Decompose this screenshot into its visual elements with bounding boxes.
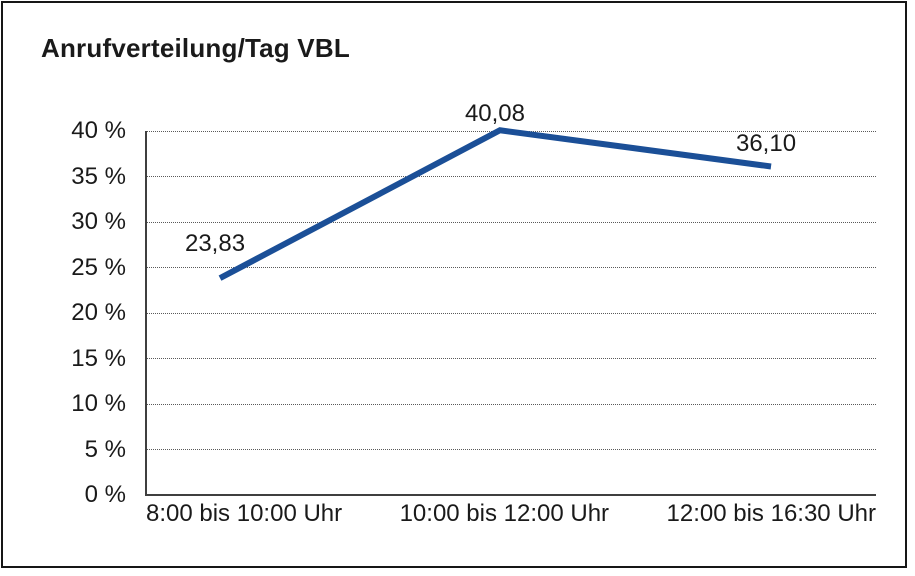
gridline-10 bbox=[146, 403, 876, 405]
gridline-15 bbox=[146, 358, 876, 359]
data-label-2: 36,10 bbox=[735, 130, 797, 158]
y-tick-label-40: 40 % bbox=[71, 117, 126, 144]
line-chart-canvas bbox=[218, 127, 772, 281]
gridline-25 bbox=[146, 267, 876, 268]
x-category-label-1: 10:00 bis 12:00 Uhr bbox=[399, 500, 610, 527]
y-tick-label-15: 15 % bbox=[71, 344, 126, 372]
x-axis-line bbox=[145, 494, 876, 496]
y-tick-label-35: 35 % bbox=[71, 162, 126, 190]
y-axis-line bbox=[145, 131, 147, 495]
gridline-5 bbox=[146, 449, 876, 450]
y-tick-label-25: 25 % bbox=[71, 253, 126, 281]
chart-title: Anrufverteilung/Tag VBL bbox=[41, 33, 350, 63]
y-tick-label-5: 5 % bbox=[84, 435, 126, 463]
x-category-label-0: 8:00 bis 10:00 Uhr bbox=[146, 500, 343, 527]
gridline-35 bbox=[146, 176, 876, 177]
y-tick-label-20: 20 % bbox=[71, 299, 126, 326]
chart-frame: Anrufverteilung/Tag VBL 0 % 5 % 10 % 15 % 20… bbox=[1, 1, 907, 568]
y-tick-label-30: 30 % bbox=[71, 208, 126, 235]
data-label-1: 40,08 bbox=[464, 100, 525, 128]
x-category-label-2: 12:00 bis 16:30 Uhr bbox=[666, 500, 876, 527]
gridline-20 bbox=[146, 312, 876, 314]
x-axis-labels: 8:00 bis 10:00 Uhr 10:00 bis 12:00 Uhr 12:… bbox=[146, 499, 876, 529]
y-tick-label-0: 0 % bbox=[84, 481, 126, 508]
plot-area: 0 % 5 % 10 % 15 % 20 % 25 % 30 % 35 % 40 % 23,83… bbox=[3, 3, 905, 566]
series-line bbox=[218, 127, 772, 281]
data-label-0: 23,83 bbox=[184, 230, 246, 258]
y-tick-label-10: 10 % bbox=[71, 390, 126, 417]
gridline-30 bbox=[146, 221, 876, 223]
